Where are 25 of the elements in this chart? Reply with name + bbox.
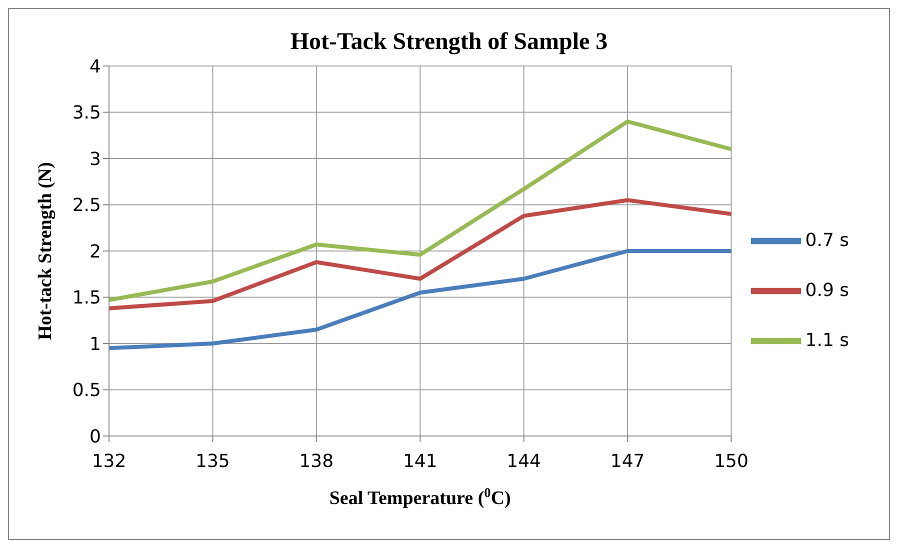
y-tick-label: 1	[90, 334, 101, 355]
y-tick-label: 1.5	[72, 288, 101, 309]
x-tick-label: 132	[92, 450, 126, 472]
x-tick-label: 150	[714, 450, 748, 472]
y-tick-label: 2.5	[72, 195, 101, 216]
line-series	[109, 249, 732, 350]
chart-title: Hot-Tack Strength of Sample 3	[289, 28, 609, 56]
y-tick-label: 0	[90, 426, 101, 448]
y-tick-label: 3	[90, 148, 101, 170]
x-tick-label: 147	[610, 450, 645, 472]
x-tick-label: 135	[196, 450, 230, 472]
y-axis-title: Hot-tack Strength (N)	[35, 162, 56, 340]
x-tick-label: 144	[506, 450, 542, 472]
legend-label: 0.7 s	[805, 230, 849, 251]
x-axis-title: Seal Temperature ($^{0}$C)	[329, 484, 511, 509]
y-tick-label: 2	[90, 241, 101, 262]
x-tick-label: 141	[402, 450, 438, 472]
y-tick-label: 0.5	[72, 380, 101, 402]
y-tick-label: 4	[90, 56, 101, 78]
y-tick-label: 3.5	[72, 102, 101, 124]
legend-label: 0.9 s	[805, 280, 849, 301]
legend-label: 1.1 s	[805, 330, 849, 351]
x-tick-label: 138	[299, 450, 334, 472]
line-series	[109, 198, 732, 310]
line-series	[109, 120, 732, 302]
